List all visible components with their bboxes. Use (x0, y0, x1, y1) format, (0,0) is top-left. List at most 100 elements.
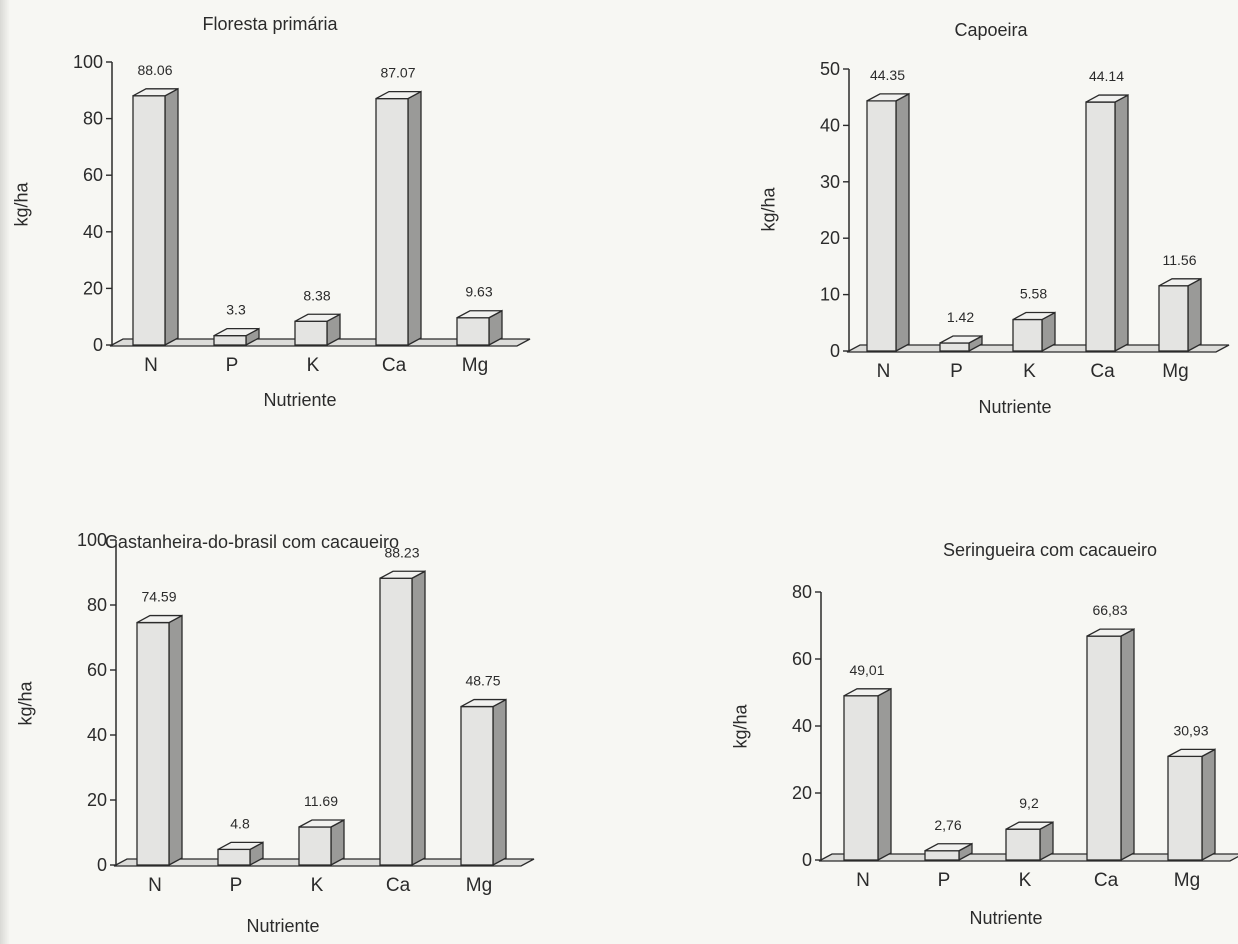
chart-canvas: 0 10 20 30 40 50 44.35 N 1.42 P 5.58 K 44.14 Ca 11.56 M… (619, 0, 1238, 472)
bar-side (408, 92, 421, 345)
data-label: 8.38 (303, 287, 330, 303)
bar-side (169, 616, 182, 865)
bar-side (493, 700, 506, 865)
bar-p (214, 336, 246, 345)
bar-side (1121, 629, 1134, 860)
bar-p (940, 343, 969, 351)
chart-panel-seringueira: 0 20 40 60 80 49,01 N 2,76 P 9,2 K 66,83 Ca 30,93 Mg S… (619, 472, 1238, 944)
y-tick-label: 60 (792, 649, 812, 669)
data-label: 44.35 (870, 67, 905, 83)
chart-title: Floresta primária (202, 14, 337, 35)
x-tick-label: P (230, 875, 243, 896)
chart-panel-capoeira: 0 10 20 30 40 50 44.35 N 1.42 P 5.58 K 44.14 Ca 11.56 M… (619, 0, 1238, 472)
bar-ca (376, 99, 408, 345)
y-tick-label: 80 (83, 109, 103, 129)
bar-side (165, 89, 178, 345)
x-axis-label: Nutriente (246, 916, 319, 937)
bar-mg (1159, 286, 1188, 351)
data-label: 48.75 (465, 673, 500, 689)
bar-side (878, 689, 891, 860)
bar-n (844, 696, 878, 860)
data-label: 11.56 (1163, 252, 1197, 268)
bar-ca (380, 578, 412, 865)
y-tick-label: 20 (83, 278, 103, 298)
y-tick-label: 80 (792, 582, 812, 602)
bar-side (1202, 749, 1215, 860)
data-label: 4.8 (230, 815, 250, 831)
x-axis-label: Nutriente (978, 397, 1051, 418)
y-tick-label: 0 (802, 850, 812, 870)
bar-mg (1168, 756, 1202, 860)
bar-side (331, 820, 344, 865)
x-tick-label: P (938, 870, 951, 891)
data-label: 44.14 (1089, 68, 1124, 84)
x-tick-label: Ca (1090, 361, 1115, 382)
bar-n (137, 623, 169, 865)
x-tick-label: N (877, 361, 891, 382)
y-tick-label: 0 (97, 855, 107, 875)
x-tick-label: N (148, 875, 162, 896)
bar-p (218, 849, 250, 865)
x-axis-label: Nutriente (263, 390, 336, 411)
y-tick-label: 100 (77, 530, 107, 550)
x-tick-label: Mg (466, 875, 492, 896)
y-tick-label: 40 (87, 725, 107, 745)
y-axis-label: kg/ha (759, 188, 780, 232)
data-label: 74.59 (141, 589, 176, 605)
bar-ca (1087, 636, 1121, 860)
x-tick-label: Ca (382, 355, 407, 376)
data-label: 3.3 (226, 302, 246, 318)
y-tick-label: 80 (87, 595, 107, 615)
data-label: 1.42 (947, 309, 974, 325)
x-axis-label: Nutriente (969, 908, 1042, 929)
y-tick-label: 0 (93, 335, 103, 355)
bar-k (1006, 829, 1040, 860)
y-axis-label: kg/ha (12, 183, 33, 227)
y-tick-label: 0 (830, 341, 840, 361)
data-label: 30,93 (1173, 722, 1208, 738)
y-axis-label: kg/ha (731, 705, 752, 749)
data-label: 9.63 (465, 284, 492, 300)
x-tick-label: K (311, 875, 324, 896)
bar-side (1115, 95, 1128, 351)
data-label: 9,2 (1019, 795, 1039, 811)
chart-title: Seringueira com cacaueiro (943, 540, 1157, 561)
y-tick-label: 20 (792, 783, 812, 803)
x-tick-label: P (226, 355, 239, 376)
chart-panel-floresta-primaria: 0 20 40 60 80 100 88.06 N 3.3 P 8.38 K 87.07 Ca 9.63 Mg… (0, 0, 619, 472)
bar-k (299, 827, 331, 865)
data-label: 49,01 (849, 662, 884, 678)
bar-k (295, 321, 327, 345)
chart-title: Capoeira (954, 20, 1027, 41)
y-tick-label: 20 (87, 790, 107, 810)
y-tick-label: 40 (820, 115, 840, 135)
x-tick-label: Ca (386, 875, 411, 896)
x-tick-label: K (1019, 870, 1032, 891)
x-tick-label: Mg (462, 355, 488, 376)
y-tick-label: 20 (820, 228, 840, 248)
x-tick-label: Mg (1162, 361, 1188, 382)
bar-ca (1086, 102, 1115, 351)
bar-side (896, 94, 909, 351)
bar-mg (457, 318, 489, 345)
chart-panel-castanheira-do-brasil: 0 20 40 60 80 100 74.59 N 4.8 P 11.69 K 88.23 Ca 48.75… (0, 472, 619, 944)
y-tick-label: 40 (792, 716, 812, 736)
data-label: 66,83 (1092, 602, 1127, 618)
bar-n (133, 96, 165, 345)
bar-side (1188, 279, 1201, 351)
bar-k (1013, 320, 1042, 351)
x-tick-label: Mg (1174, 870, 1200, 891)
y-tick-label: 60 (83, 165, 103, 185)
x-tick-label: N (856, 870, 870, 891)
x-tick-label: K (307, 355, 320, 376)
y-tick-label: 60 (87, 660, 107, 680)
chart-title: Castanheira-do-brasil com cacaueiro (105, 532, 399, 553)
y-tick-label: 30 (820, 172, 840, 192)
x-tick-label: P (950, 361, 963, 382)
data-label: 87.07 (380, 65, 415, 81)
y-tick-label: 50 (820, 59, 840, 79)
x-tick-label: K (1023, 361, 1036, 382)
y-tick-label: 10 (820, 285, 840, 305)
bar-mg (461, 707, 493, 865)
